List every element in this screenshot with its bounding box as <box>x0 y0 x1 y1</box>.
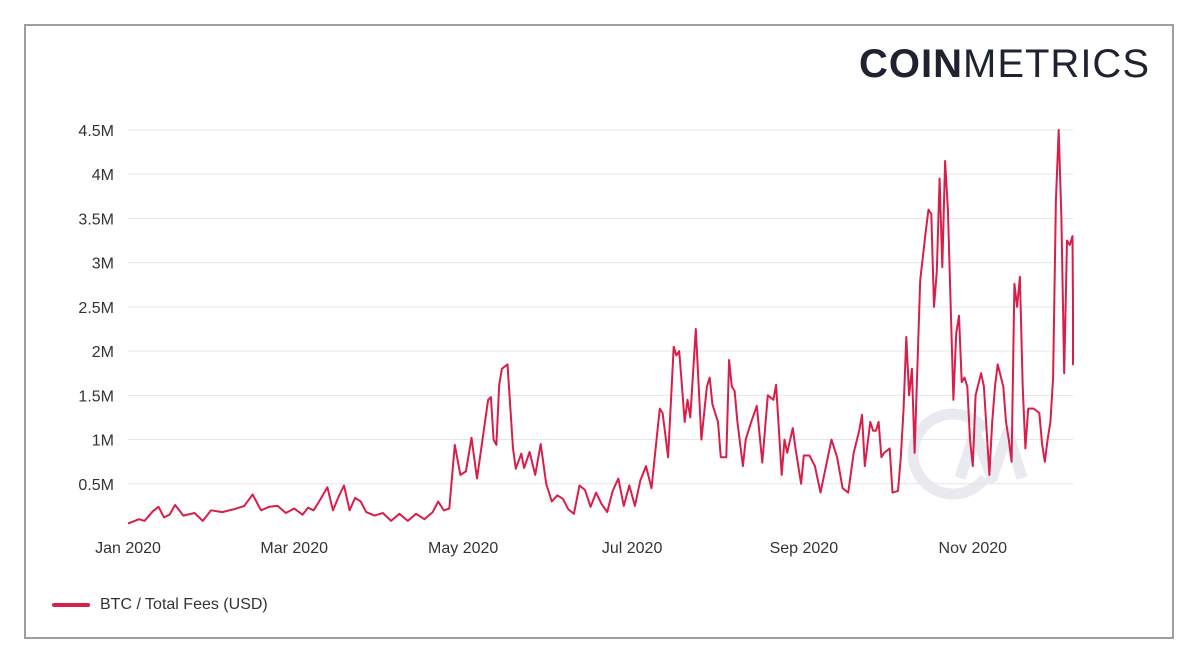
x-tick-label: Sep 2020 <box>770 540 839 557</box>
y-tick-label: 1M <box>92 433 114 450</box>
x-tick-label: Nov 2020 <box>939 540 1008 557</box>
gridlines <box>128 129 1073 485</box>
y-tick-label: 4.5M <box>78 123 114 140</box>
x-tick-label: Jan 2020 <box>95 540 161 557</box>
y-tick-label: 4M <box>92 167 114 184</box>
logo-light-text: METRICS <box>963 42 1150 86</box>
y-axis-ticks: 0.5M 1M 1.5M 2M 2.5M 3M 3.5M 4M 4.5M <box>78 123 114 494</box>
legend-swatch <box>52 603 90 607</box>
x-tick-label: Mar 2020 <box>260 540 328 557</box>
chart-frame <box>24 24 1174 639</box>
y-tick-label: 2.5M <box>78 300 114 317</box>
logo-bold-text: COIN <box>859 42 963 86</box>
cm-watermark-c <box>907 408 990 500</box>
coinmetrics-logo: COINMETRICS <box>859 44 1150 84</box>
legend[interactable]: BTC / Total Fees (USD) <box>52 594 268 616</box>
y-tick-label: 2M <box>92 344 114 361</box>
y-tick-label: 3M <box>92 256 114 273</box>
legend-label: BTC / Total Fees (USD) <box>100 596 268 613</box>
x-axis-ticks: Jan 2020 Mar 2020 May 2020 Jul 2020 Sep 2020… <box>95 540 1007 557</box>
series-line-btc-total-fees <box>127 129 1074 525</box>
y-tick-label: 1.5M <box>78 388 114 405</box>
x-tick-label: May 2020 <box>428 540 498 557</box>
x-tick-label: Jul 2020 <box>602 540 663 557</box>
y-tick-label: 0.5M <box>78 477 114 494</box>
y-tick-label: 3.5M <box>78 211 114 228</box>
